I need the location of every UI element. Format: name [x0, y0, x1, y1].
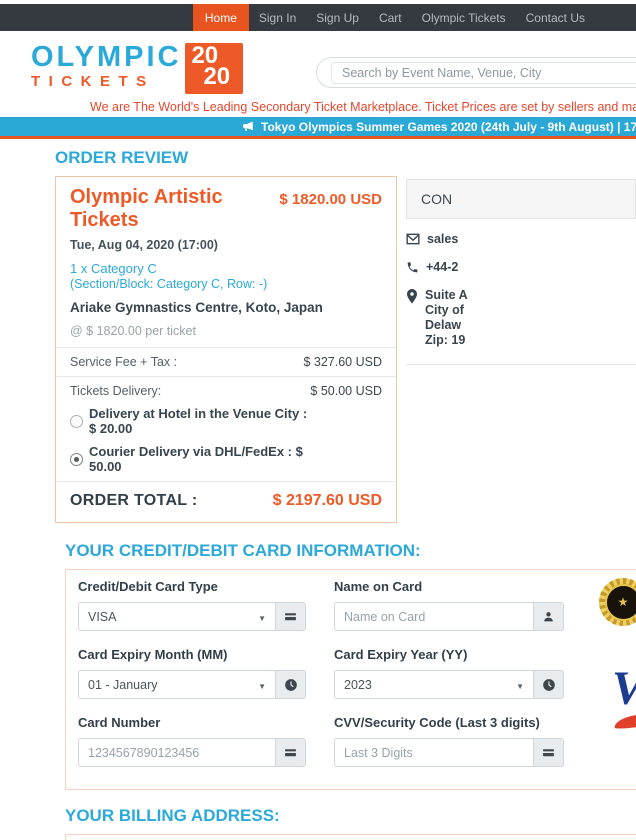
expiry-month-select[interactable]: 01 - January: [78, 670, 275, 699]
visa-v-glyph: [612, 691, 636, 708]
nav-cart[interactable]: Cart: [378, 10, 402, 25]
event-price: $ 1820.00 USD: [279, 191, 382, 208]
credit-card-icon: [543, 749, 554, 757]
delivery-option-courier[interactable]: Courier Delivery via DHL/FedEx : $ 50.00: [70, 444, 310, 474]
logo-word-olympic: OLYMPIC: [31, 41, 182, 73]
nav-sign-up[interactable]: Sign Up: [316, 10, 359, 25]
card-number-addon: [275, 738, 306, 767]
phone-icon: [407, 262, 418, 273]
contact-address-line-4: Zip: 19: [425, 333, 466, 347]
delivery-label: Tickets Delivery:: [70, 384, 162, 398]
logo-wordmark: OLYMPIC TICKETS: [31, 42, 181, 94]
billing-form: First Name Last Name: [65, 834, 636, 840]
chevron-down-icon: [516, 678, 524, 692]
cvv-addon: [533, 738, 564, 767]
contact-panel-header: CON: [406, 179, 636, 219]
credit-card-icon: [285, 613, 296, 621]
contact-phone: +44-2: [426, 260, 459, 274]
nav-sign-in[interactable]: Sign In: [258, 10, 297, 25]
contact-address-line-1: Suite A: [425, 288, 468, 302]
logo-2020-badge: 20 20: [185, 43, 244, 94]
clock-icon: [542, 678, 555, 691]
contact-address-line-3: Delaw: [425, 318, 462, 332]
expiry-year-addon: [533, 670, 564, 699]
name-on-card-addon: [533, 602, 564, 631]
contact-email: sales: [427, 232, 459, 246]
ticket-section-block: (Section/Block: Category C, Row: -): [70, 277, 268, 291]
order-total-label: ORDER TOTAL :: [70, 492, 198, 509]
nav-home[interactable]: Home: [192, 4, 249, 31]
chevron-down-icon: [258, 678, 266, 692]
clock-icon: [284, 678, 297, 691]
top-strip: [0, 0, 636, 4]
contact-divider: [406, 364, 636, 365]
marketplace-tagline: We are The World's Leading Secondary Tic…: [90, 100, 636, 114]
name-on-card-label: Name on Card: [334, 579, 423, 594]
delivery-value: $ 50.00 USD: [310, 384, 382, 398]
contact-address-item: Suite A City of Delaw Zip: 19: [406, 288, 636, 348]
map-pin-icon: [407, 289, 417, 304]
main-content: ORDER REVIEW Olympic Artistic Tickets $ …: [0, 139, 636, 840]
event-ticker: Tokyo Olympics Summer Games 2020 (24th J…: [0, 117, 636, 139]
credit-card-icon: [285, 749, 296, 757]
card-type-select[interactable]: VISA: [78, 602, 275, 631]
envelope-icon: [406, 233, 420, 245]
cvv-label: CVV/Security Code (Last 3 digits): [334, 715, 540, 730]
event-venue: Ariake Gymnastics Centre, Koto, Japan: [70, 300, 323, 315]
ticker-text: Tokyo Olympics Summer Games 2020 (24th J…: [261, 119, 636, 134]
user-icon: [544, 612, 553, 622]
contact-phone-item[interactable]: +44-2: [406, 260, 636, 275]
delivery-option-hotel-radio[interactable]: [70, 414, 83, 428]
delivery-option-hotel[interactable]: Delivery at Hotel in the Venue City : $ …: [70, 406, 310, 436]
order-total-value: $ 2197.60 USD: [272, 492, 382, 509]
expiry-month-label: Card Expiry Month (MM): [78, 647, 228, 662]
delivery-row: Tickets Delivery: Delivery at Hotel in t…: [56, 376, 396, 481]
search-bar: [316, 57, 636, 88]
expiry-month-addon: [275, 670, 306, 699]
card-type-addon: [275, 602, 306, 631]
event-title: Olympic Artistic Tickets: [70, 186, 223, 231]
card-number-input[interactable]: [78, 738, 275, 767]
contact-panel: CON sales +44-2 Suite A City of Delaw Zi…: [406, 179, 636, 365]
site-logo[interactable]: OLYMPIC TICKETS 20 20: [31, 42, 244, 94]
expiry-year-label: Card Expiry Year (YY): [334, 647, 468, 662]
order-event-block: Olympic Artistic Tickets $ 1820.00 USD T…: [56, 177, 396, 347]
per-ticket-price: @ $ 1820.00 per ticket: [70, 324, 196, 338]
site-header: OLYMPIC TICKETS 20 20: [0, 31, 636, 100]
guarantee-seal: [599, 578, 636, 626]
visa-logo: [612, 665, 636, 735]
card-section-title: YOUR CREDIT/DEBIT CARD INFORMATION:: [65, 541, 421, 560]
contact-email-item[interactable]: sales: [406, 232, 636, 247]
card-form: Credit/Debit Card Type VISA Na: [65, 569, 636, 790]
service-fee-row: Service Fee + Tax : $ 327.60 USD: [56, 347, 396, 376]
megaphone-icon: [243, 121, 253, 131]
nav-contact-us[interactable]: Contact Us: [525, 10, 585, 25]
event-datetime: Tue, Aug 04, 2020 (17:00): [70, 238, 218, 252]
ticket-quantity: 1 x Category C: [70, 261, 157, 276]
delivery-option-courier-radio[interactable]: [70, 452, 83, 466]
cvv-input[interactable]: [334, 738, 533, 767]
nav-olympic-tickets[interactable]: Olympic Tickets: [421, 10, 506, 25]
order-summary-box: Olympic Artistic Tickets $ 1820.00 USD T…: [55, 176, 397, 523]
order-review-title: ORDER REVIEW: [55, 148, 189, 167]
service-fee-label: Service Fee + Tax :: [70, 355, 178, 369]
order-review-row: Olympic Artistic Tickets $ 1820.00 USD T…: [55, 176, 636, 523]
star-icon: [618, 593, 629, 611]
service-fee-value: $ 327.60 USD: [303, 355, 382, 369]
name-on-card-input[interactable]: [334, 602, 533, 631]
top-navbar: Home Sign In Sign Up Cart Olympic Ticket…: [0, 4, 636, 31]
search-input[interactable]: [331, 62, 636, 84]
card-type-label: Credit/Debit Card Type: [78, 579, 218, 594]
logo-word-tickets: TICKETS: [31, 73, 155, 90]
expiry-year-select[interactable]: 2023: [334, 670, 533, 699]
billing-section-title: YOUR BILLING ADDRESS:: [65, 806, 280, 825]
chevron-down-icon: [258, 610, 266, 624]
contact-address-line-2: City of: [425, 303, 464, 317]
order-total-row: ORDER TOTAL : $ 2197.60 USD: [56, 481, 396, 522]
card-number-label: Card Number: [78, 715, 161, 730]
